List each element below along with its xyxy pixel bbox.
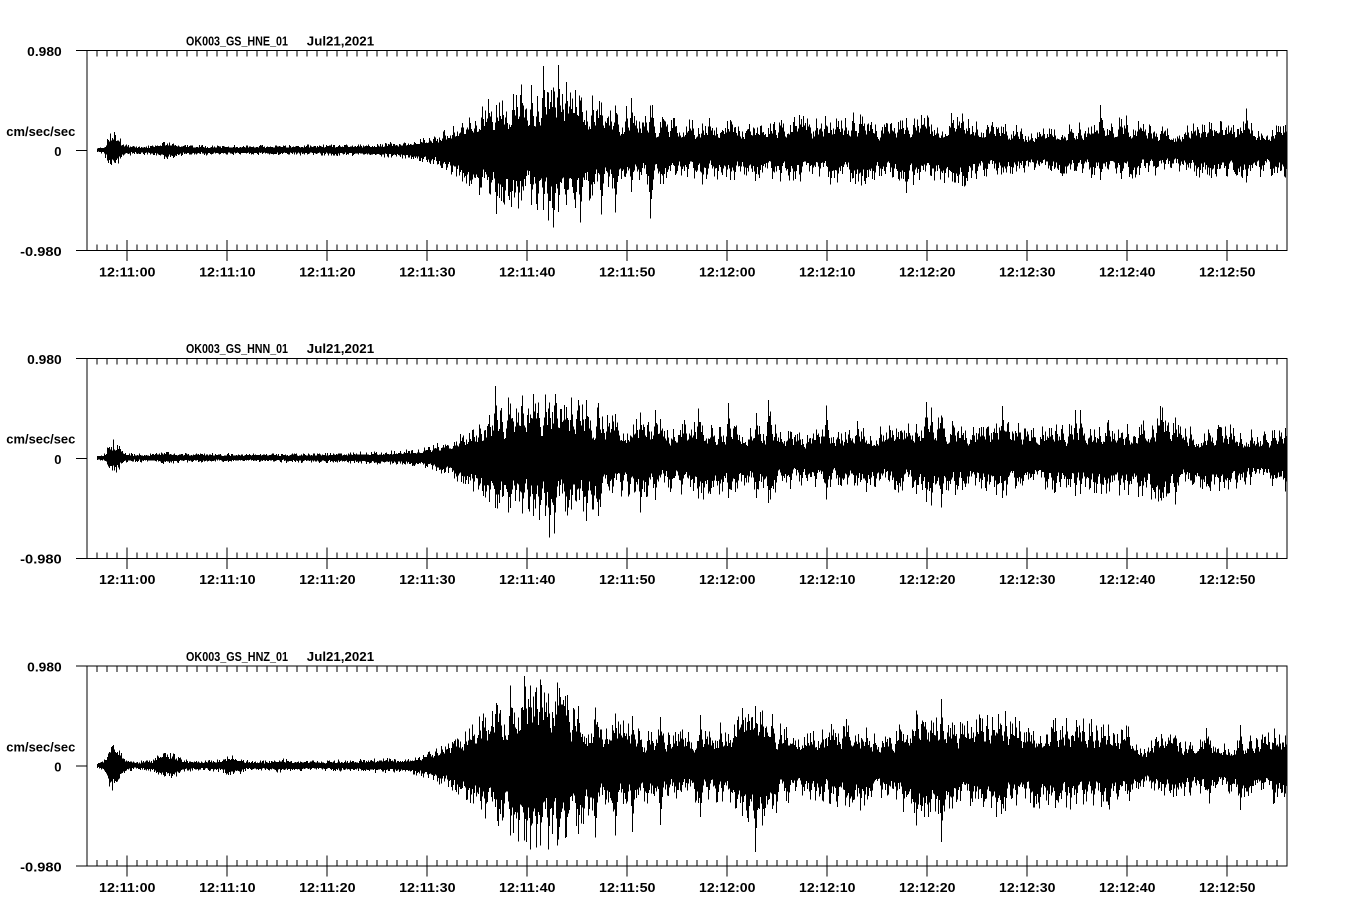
svg-text:12:12:30: 12:12:30 bbox=[999, 880, 1056, 895]
svg-text:0.980: 0.980 bbox=[27, 352, 62, 367]
svg-text:OK003_GS_HNE_01: OK003_GS_HNE_01 bbox=[186, 33, 288, 48]
svg-text:12:12:10: 12:12:10 bbox=[799, 572, 856, 587]
svg-text:-0.980: -0.980 bbox=[20, 859, 61, 874]
svg-text:12:12:00: 12:12:00 bbox=[699, 264, 756, 279]
svg-text:12:12:40: 12:12:40 bbox=[1099, 264, 1156, 279]
svg-text:12:11:10: 12:11:10 bbox=[199, 572, 256, 587]
svg-text:12:12:20: 12:12:20 bbox=[899, 264, 956, 279]
svg-text:cm/sec/sec: cm/sec/sec bbox=[6, 739, 75, 754]
svg-text:OK003_GS_HNZ_01: OK003_GS_HNZ_01 bbox=[186, 649, 288, 664]
svg-text:12:12:30: 12:12:30 bbox=[999, 264, 1056, 279]
svg-text:12:11:50: 12:11:50 bbox=[599, 572, 656, 587]
svg-text:12:12:50: 12:12:50 bbox=[1199, 264, 1256, 279]
svg-text:12:11:00: 12:11:00 bbox=[99, 880, 156, 895]
svg-text:12:11:40: 12:11:40 bbox=[499, 264, 556, 279]
svg-text:12:11:20: 12:11:20 bbox=[299, 572, 356, 587]
svg-text:12:11:40: 12:11:40 bbox=[499, 880, 556, 895]
svg-text:12:11:30: 12:11:30 bbox=[399, 880, 456, 895]
svg-text:12:12:20: 12:12:20 bbox=[899, 880, 956, 895]
svg-text:12:12:50: 12:12:50 bbox=[1199, 572, 1256, 587]
svg-text:Jul21,2021: Jul21,2021 bbox=[307, 649, 374, 664]
svg-text:Jul21,2021: Jul21,2021 bbox=[307, 33, 374, 48]
svg-text:12:11:40: 12:11:40 bbox=[499, 572, 556, 587]
svg-text:12:12:20: 12:12:20 bbox=[899, 572, 956, 587]
svg-text:OK003_GS_HNN_01: OK003_GS_HNN_01 bbox=[186, 341, 288, 356]
svg-text:Jul21,2021: Jul21,2021 bbox=[307, 341, 374, 356]
svg-text:-0.980: -0.980 bbox=[20, 552, 61, 567]
svg-text:0: 0 bbox=[54, 760, 61, 775]
svg-text:12:11:20: 12:11:20 bbox=[299, 264, 356, 279]
svg-text:cm/sec/sec: cm/sec/sec bbox=[6, 432, 75, 447]
svg-text:12:12:40: 12:12:40 bbox=[1099, 572, 1156, 587]
svg-text:-0.980: -0.980 bbox=[20, 244, 61, 259]
svg-text:12:11:10: 12:11:10 bbox=[199, 880, 256, 895]
svg-text:0.980: 0.980 bbox=[27, 660, 62, 675]
svg-text:12:11:30: 12:11:30 bbox=[399, 572, 456, 587]
svg-text:12:12:10: 12:12:10 bbox=[799, 264, 856, 279]
svg-text:12:11:50: 12:11:50 bbox=[599, 264, 656, 279]
svg-text:cm/sec/sec: cm/sec/sec bbox=[6, 124, 75, 139]
svg-text:12:11:00: 12:11:00 bbox=[99, 572, 156, 587]
svg-text:12:12:00: 12:12:00 bbox=[699, 572, 756, 587]
svg-text:12:12:10: 12:12:10 bbox=[799, 880, 856, 895]
svg-text:12:12:00: 12:12:00 bbox=[699, 880, 756, 895]
svg-text:12:11:20: 12:11:20 bbox=[299, 880, 356, 895]
svg-text:0.980: 0.980 bbox=[27, 44, 62, 59]
svg-text:12:11:50: 12:11:50 bbox=[599, 880, 656, 895]
svg-text:12:11:10: 12:11:10 bbox=[199, 264, 256, 279]
svg-text:12:11:30: 12:11:30 bbox=[399, 264, 456, 279]
svg-text:12:12:50: 12:12:50 bbox=[1199, 880, 1256, 895]
svg-text:0: 0 bbox=[54, 144, 61, 159]
svg-text:0: 0 bbox=[54, 452, 61, 467]
svg-text:12:11:00: 12:11:00 bbox=[99, 264, 156, 279]
svg-text:12:12:40: 12:12:40 bbox=[1099, 880, 1156, 895]
svg-text:12:12:30: 12:12:30 bbox=[999, 572, 1056, 587]
